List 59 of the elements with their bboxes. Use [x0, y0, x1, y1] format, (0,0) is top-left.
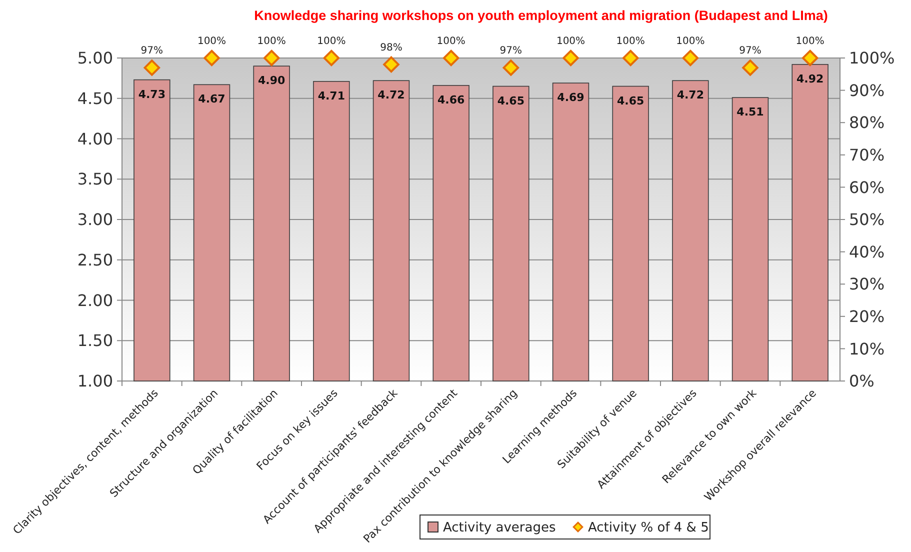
- data-label: 4.67: [198, 92, 226, 106]
- legend-label: Activity averages: [443, 520, 556, 536]
- data-label: 4.73: [138, 88, 166, 101]
- point: [802, 50, 818, 66]
- point: [682, 50, 699, 66]
- legend-label: Activity % of 4 & 5: [588, 520, 709, 536]
- y2-tick-label: 10%: [849, 339, 885, 358]
- y2-tick-label: 40%: [849, 242, 885, 262]
- y2-tick-label: 0%: [849, 372, 874, 391]
- data-label: 100%: [616, 36, 645, 47]
- point: [742, 60, 758, 76]
- y-tick-label: 4.00: [77, 129, 113, 148]
- point: [502, 60, 520, 76]
- data-label: 97%: [140, 46, 164, 57]
- data-label: 97%: [500, 46, 522, 57]
- y-tick-label: 2.00: [77, 290, 113, 310]
- data-label: 4.51: [736, 106, 764, 119]
- y-tick-label: 1.50: [77, 331, 113, 350]
- data-label: 4.65: [617, 94, 644, 108]
- data-label: 100%: [796, 36, 824, 47]
- data-label: 4.90: [258, 74, 286, 88]
- point: [263, 50, 280, 66]
- point: [323, 50, 340, 66]
- data-label: 4.71: [318, 89, 345, 102]
- data-label: 100%: [556, 36, 586, 47]
- y2-tick-label: 30%: [849, 274, 885, 294]
- data-label: 4.69: [557, 91, 584, 104]
- y2-tick-label: 80%: [849, 113, 885, 132]
- point: [562, 50, 579, 66]
- y-tick-label: 4.50: [77, 88, 113, 108]
- point: [442, 50, 460, 66]
- data-label: 100%: [436, 36, 466, 47]
- y2-tick-label: 50%: [849, 210, 885, 230]
- data-label: 4.65: [497, 94, 524, 108]
- y2-tick-label: 70%: [849, 146, 885, 164]
- data-label: 97%: [739, 46, 762, 57]
- data-label: 98%: [380, 42, 402, 54]
- point: [204, 50, 220, 66]
- y2-tick-label: 100%: [849, 48, 895, 68]
- data-label: 100%: [197, 36, 226, 47]
- y-tick-label: 3.50: [77, 170, 113, 189]
- y2-tick-label: 60%: [849, 178, 885, 197]
- point: [383, 56, 400, 73]
- y-tick-label: 2.50: [77, 250, 113, 270]
- point: [144, 60, 160, 76]
- data-label: 100%: [317, 36, 346, 47]
- y-tick-label: 1.00: [77, 372, 113, 391]
- data-label: 4.66: [438, 93, 465, 106]
- data-label: 4.72: [378, 88, 405, 102]
- y2-tick-label: 20%: [849, 307, 885, 326]
- point: [622, 50, 639, 66]
- data-label: 4.72: [676, 88, 704, 102]
- data-label: 100%: [257, 36, 286, 47]
- y-tick-label: 5.00: [77, 48, 113, 68]
- chart-title: Knowledge sharing workshops on youth employment and migration (Budapest and LIma): [254, 8, 828, 23]
- data-label: 4.92: [796, 72, 824, 86]
- y-tick-label: 3.00: [77, 210, 113, 230]
- data-label: 100%: [676, 36, 705, 47]
- y2-tick-label: 90%: [849, 80, 885, 100]
